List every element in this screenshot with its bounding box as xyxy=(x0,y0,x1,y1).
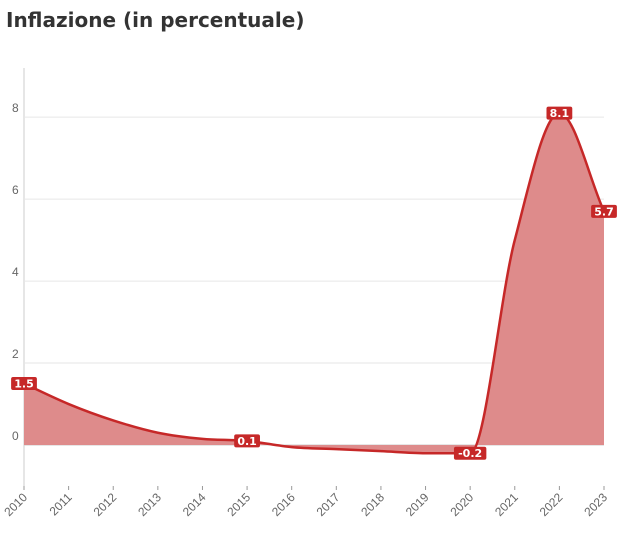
data-label-text: -0.2 xyxy=(458,447,482,460)
x-tick-label: 2023 xyxy=(581,490,610,519)
data-label: 0.1 xyxy=(234,434,260,448)
data-label: 1.5 xyxy=(11,377,37,391)
series-area xyxy=(24,113,604,454)
x-tick-label: 2016 xyxy=(269,490,298,519)
x-tick-label: 2018 xyxy=(358,490,387,519)
y-tick-label: 0 xyxy=(12,429,19,443)
data-label-text: 5.7 xyxy=(594,205,614,218)
x-tick-label: 2015 xyxy=(224,490,253,519)
data-label-badge xyxy=(234,434,260,448)
x-tick-label: 2011 xyxy=(47,490,75,518)
y-tick-label: 4 xyxy=(12,265,19,279)
x-tick-label: 2010 xyxy=(1,490,30,519)
data-label: -0.2 xyxy=(453,446,487,460)
x-tick-label: 2017 xyxy=(314,490,343,519)
y-tick-label: 6 xyxy=(12,183,19,197)
data-labels: 1.5 0.1 -0.2 8.1 5.7 xyxy=(11,106,617,460)
x-tick-label: 2013 xyxy=(135,490,164,519)
x-axis-ticks: 2010 2011 2012 2013 2014 2015 2016 2017 2018 2019… xyxy=(1,486,610,519)
x-tick-label: 2012 xyxy=(91,490,120,519)
data-label-badge xyxy=(546,106,573,120)
series-line xyxy=(23,111,606,455)
x-tick-label: 2019 xyxy=(403,490,432,519)
data-label-text: 1.5 xyxy=(14,378,34,391)
data-label: 5.7 xyxy=(591,204,617,218)
x-tick-label: 2022 xyxy=(537,490,566,519)
x-tick-label: 2021 xyxy=(492,490,521,519)
data-label-text: 8.1 xyxy=(550,107,570,120)
data-label: 8.1 xyxy=(546,106,573,120)
chart-title: Inflazione (in percentuale) xyxy=(6,8,305,32)
series-layer xyxy=(23,111,606,455)
data-label-badge xyxy=(453,446,487,460)
y-tick-label: 8 xyxy=(12,101,19,115)
x-tick-label: 2020 xyxy=(447,490,476,519)
x-tick-label: 2014 xyxy=(180,490,209,519)
data-label-text: 0.1 xyxy=(237,435,257,448)
y-axis-ticks: 0 2 4 6 8 xyxy=(12,101,19,443)
data-label-badge xyxy=(591,204,617,218)
data-label-badge xyxy=(11,377,37,391)
y-tick-label: 2 xyxy=(12,347,19,361)
